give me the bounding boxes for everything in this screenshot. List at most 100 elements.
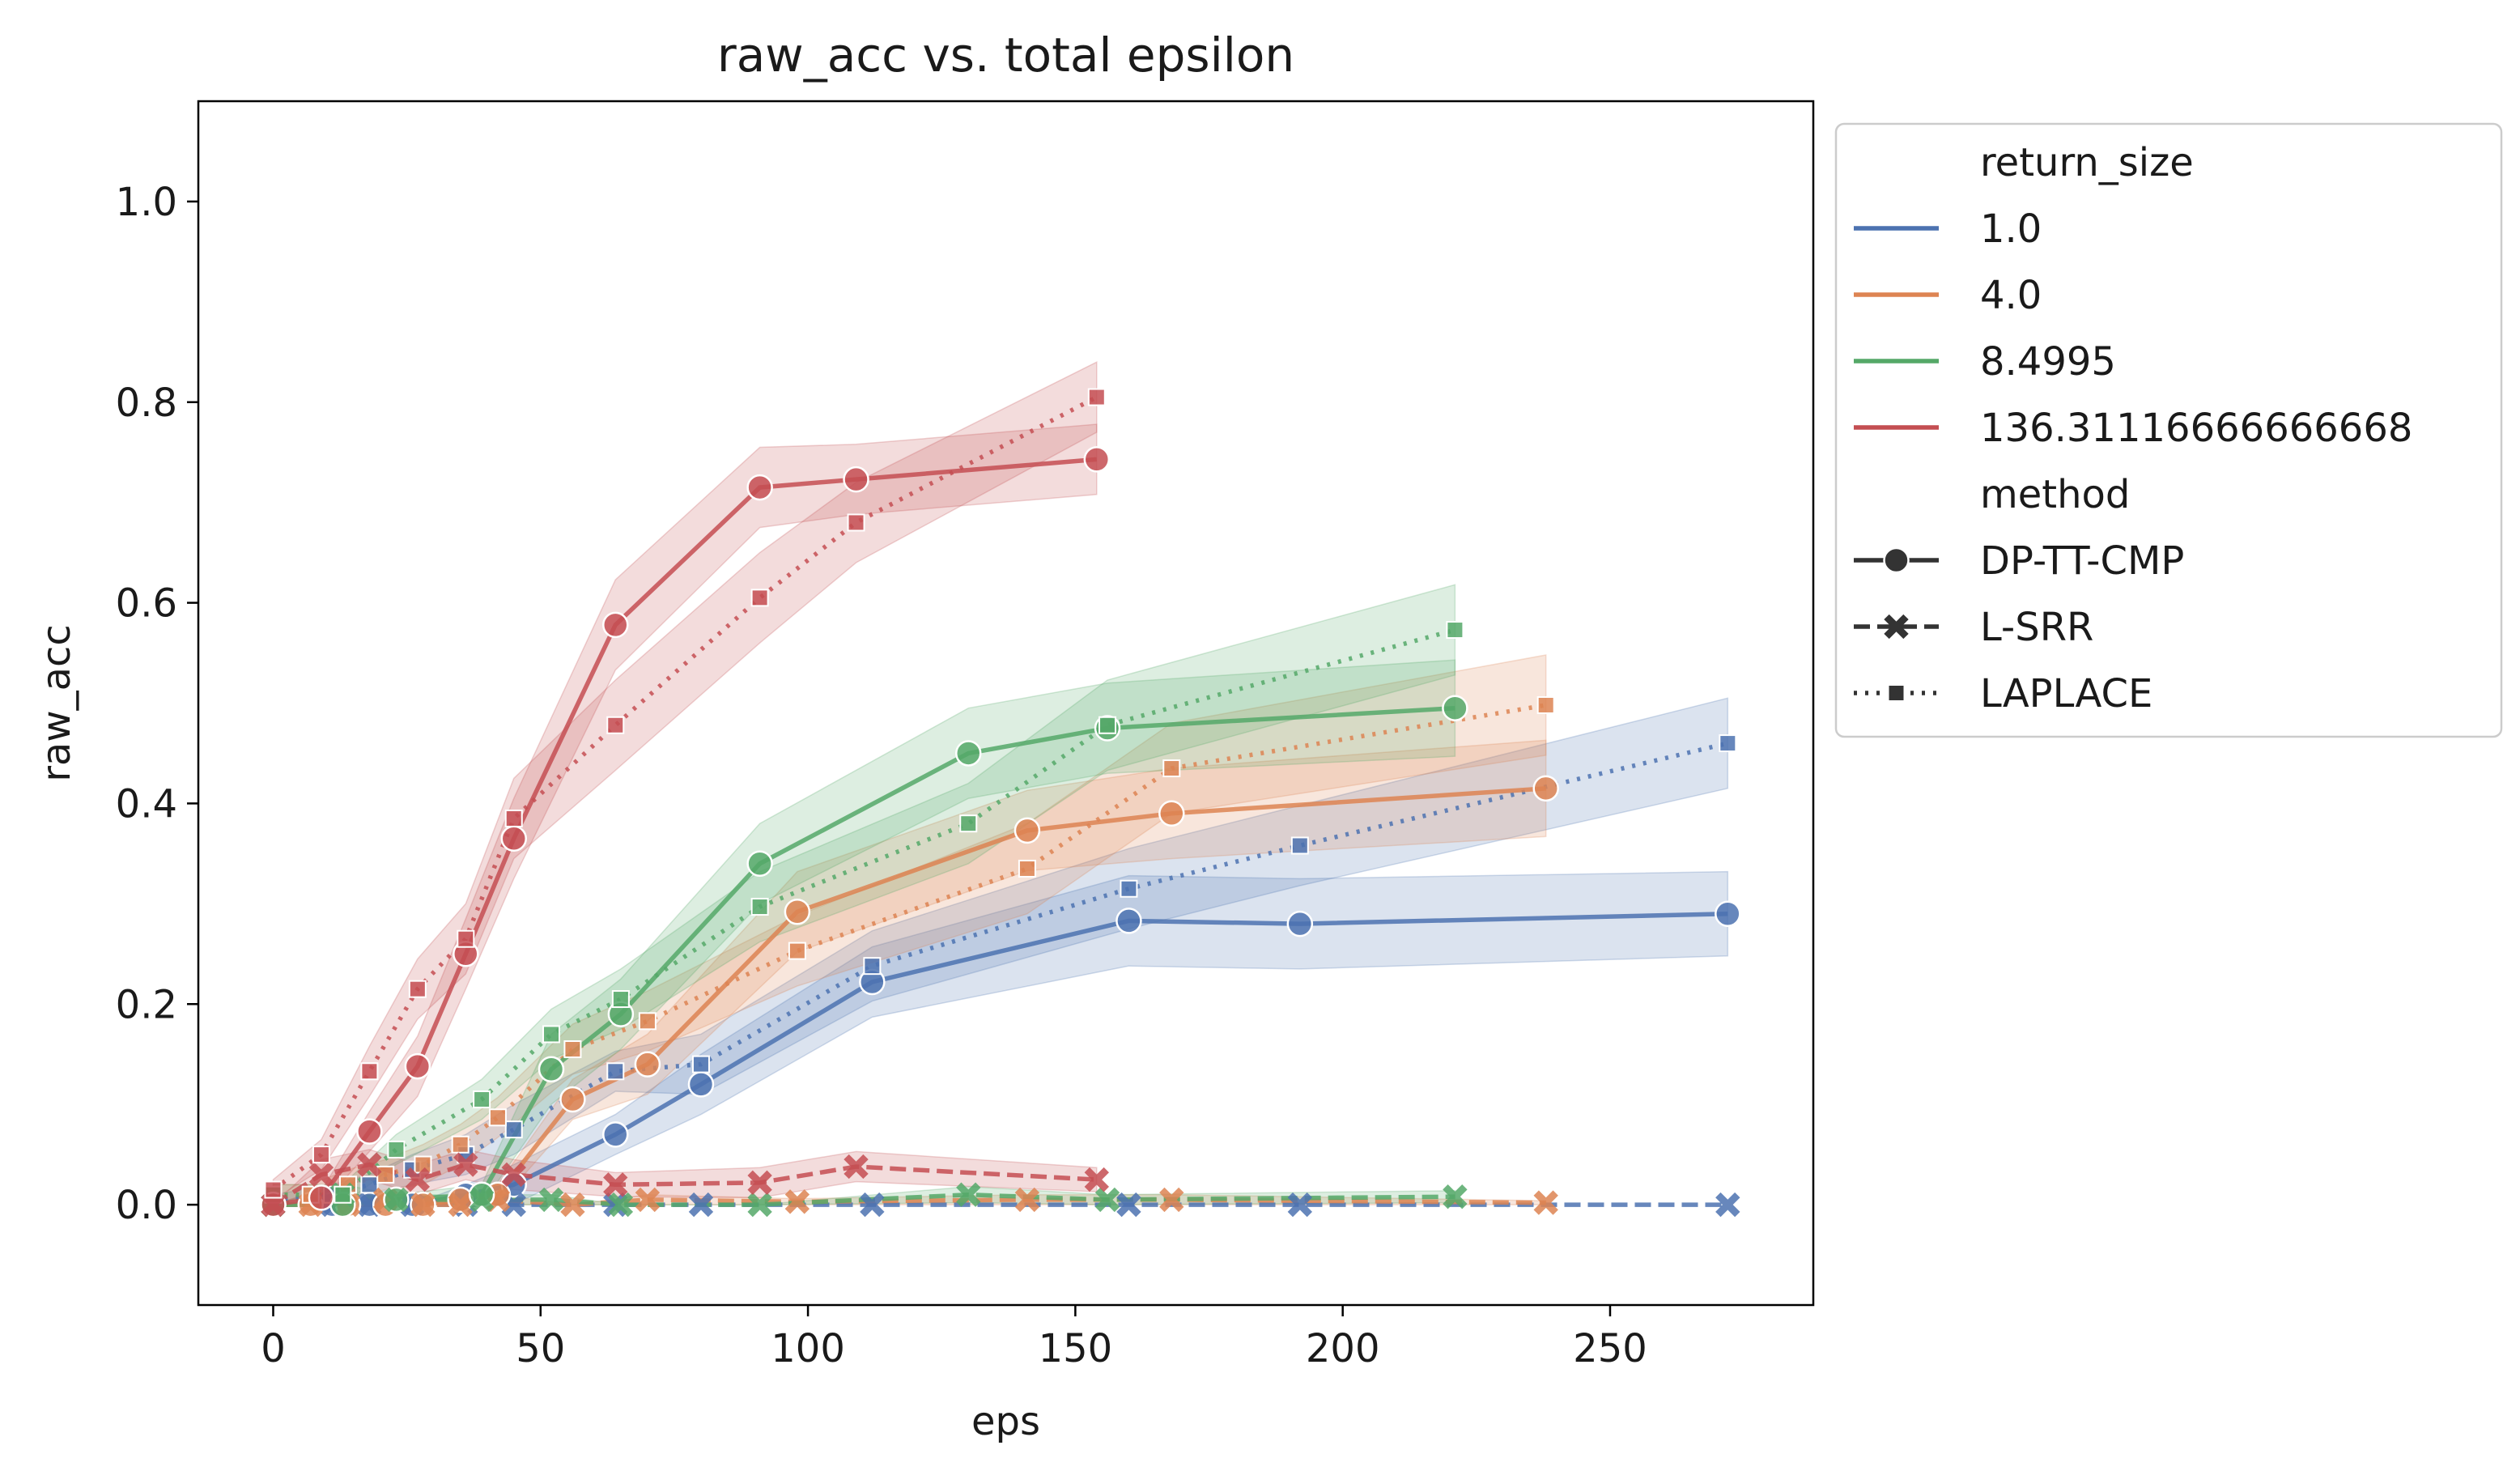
point-136-31116666666668-l-srr [844,1154,869,1180]
point-1-0-laplace [863,957,882,976]
point-1-0-l-srr [1715,1192,1740,1218]
point-8-4995-l-srr [608,1192,634,1218]
legend: return_size 1.0 4.0 8.4995 136.3111666666666… [1834,122,2503,738]
point-8-4995-dp-tt-cmp [1442,695,1468,721]
point-4-0-laplace [563,1040,582,1059]
legend-entry-label: L-SRR [1980,605,2093,650]
point-136-31116666666668-dp-tt-cmp [843,466,869,493]
line-136-31116666666668-l-srr [272,1162,1097,1207]
point-8-4995-laplace [959,814,978,833]
point-136-31116666666668-laplace [1087,388,1106,406]
plot-area-frame [197,100,1815,1307]
point-4-0-dp-tt-cmp [1158,800,1185,827]
x-axis-label: eps [971,1399,1040,1444]
x-tick-label: 0 [261,1326,286,1371]
point-4-0-l-srr [448,1192,473,1218]
point-8-4995-l-srr [469,1187,495,1213]
line-136-31116666666668-laplace [271,395,1099,1192]
point-4-0-dp-tt-cmp [784,898,811,925]
point-1-0-laplace [504,1120,523,1139]
point-8-4995-dp-tt-cmp [955,740,982,767]
point-136-31116666666668-laplace [504,810,523,828]
point-136-31116666666668-l-srr [405,1167,431,1193]
point-136-31116666666668-l-srr [1084,1167,1109,1193]
point-1-0-laplace [1719,734,1737,753]
y-tick-label: 0.4 [116,781,177,827]
legend-entry-label: 136.31116666666668 [1980,406,2412,451]
series-markers [260,388,1741,1218]
point-136-31116666666668-laplace [408,980,427,998]
x-tick-label: 100 [771,1326,845,1371]
point-136-31116666666668-laplace [847,513,865,532]
point-1-0-dp-tt-cmp [1286,910,1314,937]
point-4-0-laplace [1536,695,1555,714]
point-4-0-laplace [376,1165,395,1184]
point-4-0-laplace [488,1108,507,1127]
legend-marker [1883,546,1910,574]
point-136-31116666666668-laplace [750,589,769,607]
chart-title: raw_acc vs. total epsilon [717,28,1294,83]
point-8-4995-laplace [334,1185,352,1204]
point-8-4995-laplace [387,1140,406,1159]
line-136-31116666666668-dp-tt-cmp [273,457,1098,1207]
point-8-4995-l-srr [956,1182,981,1207]
y-tick-label: 1.0 [116,180,177,225]
legend-entry-label: 4.0 [1980,273,2042,318]
confidence-bands [272,360,1729,1205]
point-136-31116666666668-laplace [360,1062,379,1081]
x-axis-ticks: 0 50 100 150 200 250 [261,1305,1647,1371]
point-8-4995-laplace [750,898,769,916]
legend-title-return-size: return_size [1980,140,2194,185]
point-4-0-dp-tt-cmp [1532,775,1559,802]
point-136-31116666666668-dp-tt-cmp [602,611,629,639]
point-4-0-dp-tt-cmp [559,1086,586,1113]
point-4-0-l-srr [410,1192,436,1218]
point-1-0-dp-tt-cmp [602,1121,629,1148]
point-8-4995-laplace [1099,716,1117,734]
point-136-31116666666668-laplace [457,929,475,948]
y-tick-label: 0.0 [116,1183,177,1228]
point-4-0-laplace [638,1012,657,1031]
point-8-4995-l-srr [384,1187,409,1213]
point-136-31116666666668-l-srr [747,1170,772,1196]
point-4-0-laplace [788,942,806,960]
x-tick-label: 200 [1306,1326,1380,1371]
point-136-31116666666668-laplace [312,1146,330,1164]
point-8-4995-laplace [542,1025,560,1044]
point-1-0-dp-tt-cmp [1116,908,1142,934]
point-136-31116666666668-l-srr [308,1162,334,1188]
point-136-31116666666668-dp-tt-cmp [746,474,773,501]
point-4-0-dp-tt-cmp [1014,817,1041,844]
point-136-31116666666668-dp-tt-cmp [500,825,528,852]
point-4-0-l-srr [784,1189,810,1214]
point-4-0-laplace [1018,859,1036,878]
point-1-0-laplace [691,1055,710,1073]
legend-marker [1887,684,1906,702]
point-8-4995-laplace [1446,621,1464,640]
legend-entry-label: 1.0 [1980,206,2042,252]
point-1-0-l-srr [860,1192,885,1218]
legend-marker [1884,614,1909,640]
point-4-0-l-srr [635,1187,661,1213]
point-1-0-l-srr [1116,1192,1141,1218]
point-8-4995-dp-tt-cmp [746,850,773,878]
point-8-4995-l-srr [1443,1184,1468,1210]
point-1-0-laplace [1120,879,1138,898]
point-4-0-laplace [451,1135,470,1154]
point-1-0-dp-tt-cmp [687,1071,715,1098]
point-1-0-l-srr [603,1192,628,1218]
point-8-4995-dp-tt-cmp [538,1056,565,1083]
point-136-31116666666668-dp-tt-cmp [308,1184,335,1211]
point-136-31116666666668-dp-tt-cmp [356,1118,383,1145]
y-tick-label: 0.2 [116,982,177,1027]
legend-box [1834,122,2503,738]
point-136-31116666666668-dp-tt-cmp [1083,446,1111,473]
legend-entry-label: 8.4995 [1980,339,2116,385]
point-4-0-l-srr [1159,1187,1184,1213]
y-axis-ticks: 0.0 0.2 0.4 0.6 0.8 1.0 [116,180,198,1228]
line-8-4995-laplace [273,627,1456,1197]
point-4-0-l-srr [560,1192,585,1218]
point-1-0-l-srr [688,1192,714,1218]
